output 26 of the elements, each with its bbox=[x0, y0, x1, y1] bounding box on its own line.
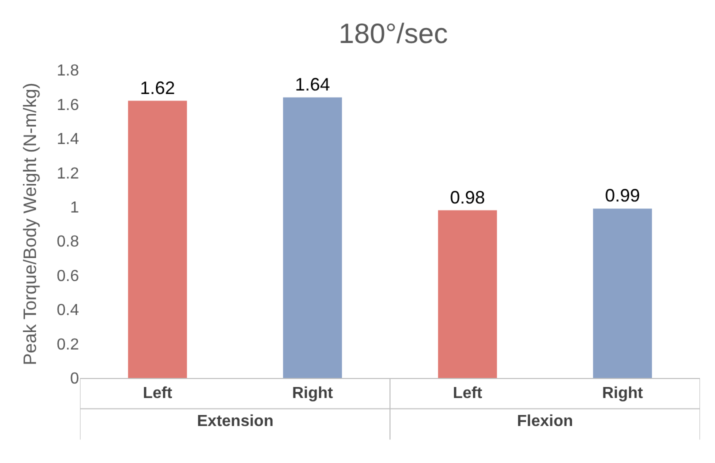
bar bbox=[438, 210, 497, 378]
x-tick-label: Left bbox=[452, 385, 483, 402]
data-label: 0.99 bbox=[604, 186, 640, 206]
x-tick-label: Left bbox=[142, 385, 173, 402]
y-tick-label: 0.2 bbox=[56, 336, 80, 354]
y-tick-label: 0.6 bbox=[56, 268, 80, 285]
y-tick-label: 1 bbox=[70, 199, 80, 216]
y-tick-label: 0 bbox=[70, 370, 80, 388]
chart-title: 180°/sec bbox=[338, 18, 448, 49]
text: Flexion bbox=[517, 413, 574, 430]
y-tick-label: 1.4 bbox=[56, 131, 80, 148]
y-tick-label: 1.8 bbox=[56, 62, 80, 80]
data-label: 1.62 bbox=[140, 78, 176, 98]
x-tick-label: Right bbox=[602, 385, 644, 402]
y-tick-label: 0.8 bbox=[56, 234, 80, 251]
y-axis-title: Peak Torque/Body Weight (N-m/kg) bbox=[20, 82, 40, 366]
y-tick-label: 0.4 bbox=[56, 302, 80, 320]
data-label: 0.98 bbox=[450, 187, 486, 208]
x-tick-label: Right bbox=[292, 385, 334, 402]
bar bbox=[283, 97, 342, 378]
data-label: 1.64 bbox=[294, 74, 330, 94]
text: Extension bbox=[197, 413, 274, 430]
bar bbox=[128, 100, 187, 378]
y-tick-label: 1.2 bbox=[56, 165, 80, 182]
bar bbox=[593, 208, 652, 378]
y-tick-label: 1.6 bbox=[56, 96, 80, 114]
